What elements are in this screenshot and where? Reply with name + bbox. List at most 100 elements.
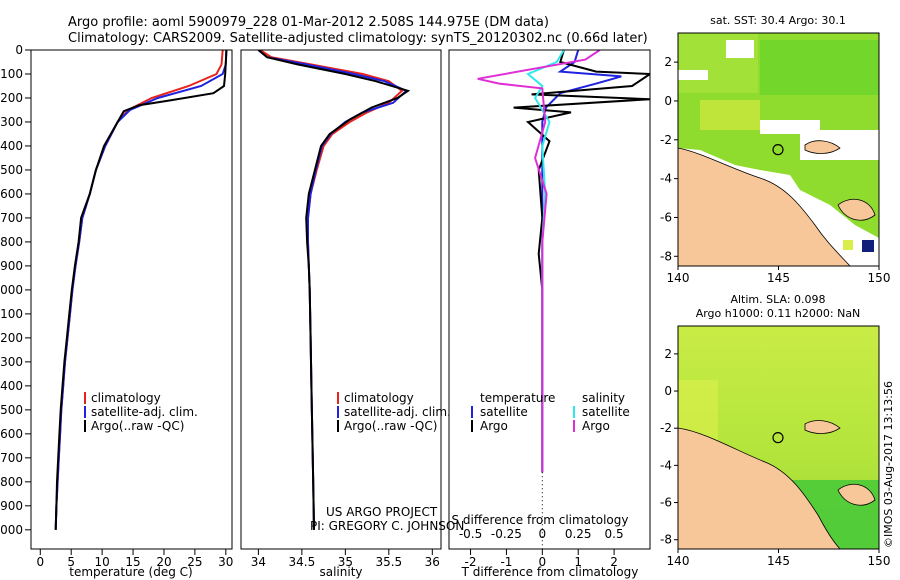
lat-tick-label: -4 xyxy=(660,172,672,186)
sst-patch xyxy=(760,40,879,95)
sla-map-title-line2: Argo h1000: 0.11 h2000: NaN xyxy=(696,307,861,320)
x-tick-label: 35.5 xyxy=(375,555,402,569)
difference-axes-frame xyxy=(448,49,651,550)
sla-island xyxy=(837,483,876,506)
sla-island xyxy=(804,420,841,434)
temperature-axes-frame xyxy=(30,49,233,550)
salinity-panel: 34 34.5 35 35.5 36 salinity climatology sate… xyxy=(240,49,464,579)
salinity-x-label: salinity xyxy=(319,565,362,579)
legend-satellite-label: satellite-adj. clim. xyxy=(344,405,451,419)
legend-argo-label: Argo(..raw -QC) xyxy=(91,419,184,433)
lat-tick-label: 0 xyxy=(664,94,672,108)
salinity-axes-frame xyxy=(240,49,442,550)
temperature-x-ticks: 0 5 10 15 20 25 30 xyxy=(36,549,233,569)
sst-patch xyxy=(700,100,760,130)
difference-series-group xyxy=(477,50,650,549)
lat-tick-label: 2 xyxy=(664,55,672,69)
legend-argo-label: Argo(..raw -QC) xyxy=(344,419,437,433)
legend-salinity-header: salinity xyxy=(582,391,625,405)
salinity-x-ticks: 34 34.5 35 35.5 36 xyxy=(251,549,440,569)
x-tick-label: 2 xyxy=(610,555,618,569)
temperature-x-label: temperature (deg C) xyxy=(69,565,192,579)
s-difference-ticks: -0.5 -0.25 0 0.25 0.5 xyxy=(459,527,624,541)
x-tick-label: 10 xyxy=(94,555,109,569)
x-tick-label: 35 xyxy=(338,555,353,569)
lon-tick-label: 150 xyxy=(868,271,891,285)
sst-map-panel: sat. SST: 30.4 Argo: 30.1 140 145 150 -8 -6… xyxy=(660,14,890,285)
s-tick-label: -0.25 xyxy=(491,527,522,541)
sla-map-lon-ticks: 140 145 150 xyxy=(667,549,890,568)
depth-y-ticks: 0 100 200 300 400 500 600 700 800 900 1000 1100 1200… xyxy=(0,43,31,537)
lat-tick-label: 0 xyxy=(664,384,672,398)
legend-s-argo-label: Argo xyxy=(582,419,610,433)
x-tick-label: 34.5 xyxy=(289,555,316,569)
lon-tick-label: 145 xyxy=(767,554,790,568)
x-tick-label: 0 xyxy=(36,555,44,569)
y-tick-label: 600 xyxy=(0,187,23,201)
sst-map-image xyxy=(678,33,879,266)
salinity-series-group xyxy=(257,50,411,530)
x-tick-label: 36 xyxy=(425,555,440,569)
salinity-argo-line xyxy=(477,50,601,473)
project-annotation: US ARGO PROJECT xyxy=(326,505,438,519)
y-tick-label: 1200 xyxy=(0,331,23,345)
legend-s-satellite-label: satellite xyxy=(582,405,630,419)
s-difference-x-label: S difference from climatology xyxy=(452,513,629,527)
argo-position-marker xyxy=(772,432,784,444)
x-tick-label: 15 xyxy=(125,555,140,569)
lat-tick-label: -6 xyxy=(660,210,672,224)
sst-cloud-gap xyxy=(678,70,708,80)
temperature-series-group xyxy=(54,50,228,530)
y-tick-label: 1900 xyxy=(0,499,23,513)
climatology-line xyxy=(54,50,224,530)
sst-cell xyxy=(843,240,853,250)
argo-raw-qc--line xyxy=(54,50,228,530)
y-tick-label: 1100 xyxy=(0,307,23,321)
lat-tick-label: -2 xyxy=(660,133,672,147)
y-tick-label: 400 xyxy=(0,139,23,153)
s-tick-label: 0.5 xyxy=(605,527,624,541)
x-tick-label: -2 xyxy=(465,555,477,569)
lat-tick-label: 2 xyxy=(664,347,672,361)
y-tick-label: 1400 xyxy=(0,379,23,393)
sst-deep-cell xyxy=(862,240,874,252)
y-tick-label: 1800 xyxy=(0,475,23,489)
temperature-argo-line xyxy=(513,50,650,473)
y-tick-label: 100 xyxy=(0,67,23,81)
salinity-legend: climatology satellite-adj. clim. Argo(..… xyxy=(337,391,451,433)
x-tick-label: 5 xyxy=(67,555,75,569)
lon-tick-label: 145 xyxy=(767,271,790,285)
figure-title-line1: Argo profile: aoml 5900979_228 01-Mar-20… xyxy=(68,15,549,30)
x-tick-label: -1 xyxy=(500,555,512,569)
sst-cloud-gap xyxy=(726,40,754,58)
y-tick-label: 2000 xyxy=(0,523,23,537)
sla-map-panel: Altim. SLA: 0.098 Argo h1000: 0.11 h2000… xyxy=(660,293,890,568)
y-tick-label: 1600 xyxy=(0,427,23,441)
temperature-legend: climatology satellite-adj. clim. Argo(..… xyxy=(84,391,198,433)
y-tick-label: 300 xyxy=(0,115,23,129)
s-tick-label: 0 xyxy=(539,527,547,541)
y-tick-label: 1300 xyxy=(0,355,23,369)
imos-timestamp: ©IMOS 03-Aug-2017 13:13:56 xyxy=(882,381,895,548)
y-tick-label: 1000 xyxy=(0,283,23,297)
t-difference-x-label: T difference from climatology xyxy=(461,565,639,579)
t-difference-x-ticks: -2 -1 0 1 2 xyxy=(465,549,618,569)
sla-map-lat-ticks: -8 -6 -4 -2 0 2 xyxy=(660,347,678,547)
x-tick-label: 34 xyxy=(251,555,266,569)
y-tick-label: 700 xyxy=(0,211,23,225)
x-tick-label: 20 xyxy=(156,555,171,569)
x-tick-label: 0 xyxy=(539,555,547,569)
lat-tick-label: -8 xyxy=(660,533,672,547)
legend-climatology-label: climatology xyxy=(344,391,414,405)
figure-title-line2: Climatology: CARS2009. Satellite-adjuste… xyxy=(68,31,648,46)
y-tick-label: 500 xyxy=(0,163,23,177)
sst-island xyxy=(837,198,876,221)
satellite-adj-clim--line xyxy=(54,50,228,530)
y-tick-label: 200 xyxy=(0,91,23,105)
lat-tick-label: -8 xyxy=(660,249,672,263)
sst-map-lat-ticks: -8 -6 -4 -2 0 2 xyxy=(660,55,678,263)
lon-tick-label: 140 xyxy=(667,271,690,285)
legend-t-satellite-label: satellite xyxy=(480,405,528,419)
sla-map-title-line1: Altim. SLA: 0.098 xyxy=(730,293,825,306)
